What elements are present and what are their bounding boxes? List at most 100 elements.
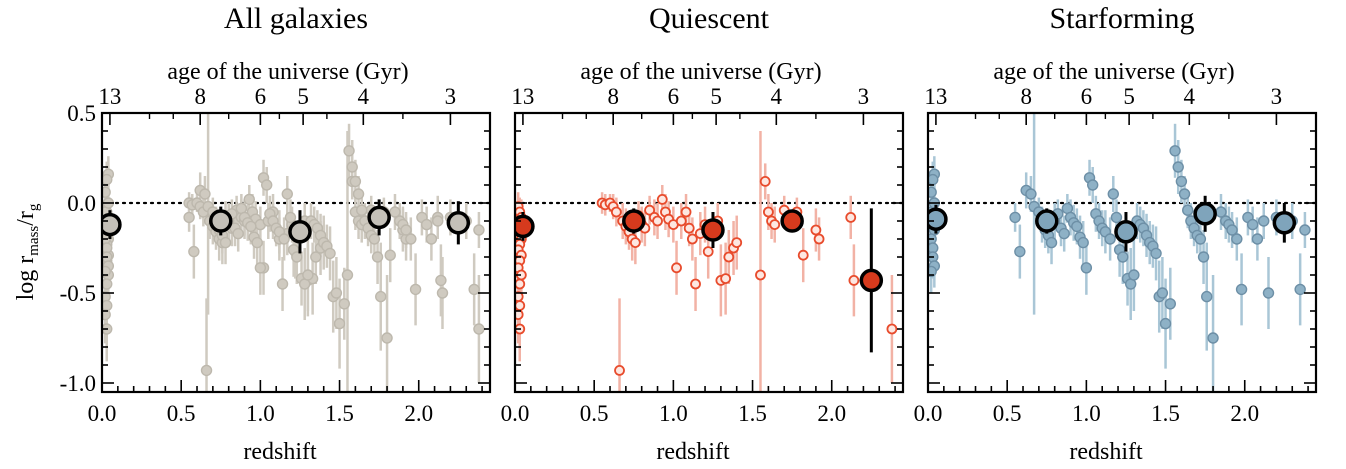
data-point <box>368 233 381 245</box>
data-point <box>1194 233 1207 245</box>
data-point <box>1169 145 1181 157</box>
top-tick-label: 8 <box>607 84 619 109</box>
panel-title: Starforming <box>1050 2 1195 35</box>
panel-2: Starforming age of the universe (Gyr) reds… <box>914 2 1318 465</box>
data-point <box>1087 179 1099 191</box>
top-tick-label: 4 <box>771 84 783 109</box>
top-axis-title: age of the universe (Gyr) <box>580 59 821 85</box>
data-point <box>515 309 524 320</box>
data-point <box>928 173 939 186</box>
data-point <box>473 323 485 335</box>
data-point <box>769 219 781 231</box>
data-point <box>1156 287 1169 299</box>
data-point <box>671 262 682 274</box>
data-point <box>1226 224 1238 236</box>
data-point <box>468 283 480 296</box>
data-point <box>302 269 314 281</box>
data-point <box>261 179 273 191</box>
data-point <box>183 211 195 224</box>
data-point <box>1159 317 1172 330</box>
x-tick-label: 1.0 <box>659 401 688 426</box>
x-tick-label: 0.5 <box>993 401 1022 426</box>
mean-point <box>367 205 391 230</box>
data-point <box>720 273 732 285</box>
data-point <box>420 218 433 231</box>
top-tick-label: 4 <box>358 84 370 109</box>
y-axis-label-part: log r <box>13 256 39 301</box>
mean-point <box>1035 209 1059 233</box>
top-tick-label: 6 <box>668 84 680 109</box>
top-axis-title: age of the universe (Gyr) <box>167 59 408 85</box>
data-point <box>405 233 417 245</box>
data-point <box>352 188 365 200</box>
data-point <box>232 227 244 240</box>
data-point <box>346 161 358 173</box>
y-tick-label: 0.0 <box>67 191 96 216</box>
x-tick-label: 0.0 <box>914 401 943 426</box>
data-point <box>1246 218 1259 231</box>
mean-point <box>701 218 725 242</box>
panel-frame <box>513 111 905 394</box>
panel-0: All galaxies age of the universe (Gyr) red… <box>60 2 492 465</box>
data-point <box>400 224 412 236</box>
data-point <box>515 278 526 290</box>
data-point <box>371 251 384 263</box>
x-tick-label: 0.5 <box>580 401 609 426</box>
top-tick-label: 4 <box>1184 84 1196 109</box>
data-point <box>629 237 641 249</box>
data-point <box>1071 220 1083 233</box>
data-point <box>330 287 343 299</box>
data-point <box>1164 298 1177 310</box>
data-point <box>1231 233 1243 245</box>
top-tick-label: 13 <box>924 84 947 109</box>
x-tick-label: 2.0 <box>404 401 433 426</box>
mean-point <box>1193 202 1217 226</box>
data-point <box>281 188 293 200</box>
data-point <box>102 173 113 186</box>
y-axis-label-subscript: mass <box>26 226 42 256</box>
data-point <box>1201 290 1213 303</box>
x-axis-title: redshift <box>1069 439 1143 465</box>
data-point <box>102 265 111 278</box>
data-point <box>1175 175 1188 188</box>
data-point <box>1077 236 1089 249</box>
y-axis-label: log rmass/rg <box>13 203 42 300</box>
data-point <box>425 233 438 245</box>
data-point <box>1058 227 1070 240</box>
data-point <box>614 364 625 376</box>
data-point <box>389 206 401 218</box>
plot-area <box>928 113 1316 392</box>
mean-point <box>209 209 233 233</box>
data-point <box>102 278 113 290</box>
data-point <box>384 249 396 261</box>
data-point <box>1128 269 1140 281</box>
data-point <box>813 233 825 245</box>
mean-point <box>446 211 471 235</box>
top-tick-label: 8 <box>1020 84 1032 109</box>
data-point <box>1294 283 1306 296</box>
data-point <box>759 175 771 187</box>
data-point <box>1172 161 1184 173</box>
data-point <box>1197 251 1210 263</box>
data-point <box>928 186 937 198</box>
top-tick-label: 3 <box>445 84 457 109</box>
data-point <box>375 290 387 303</box>
x-tick-label: 1.5 <box>325 401 354 426</box>
top-tick-label: 6 <box>255 84 267 109</box>
data-point <box>1107 188 1119 200</box>
data-point <box>610 206 622 218</box>
data-point <box>200 364 213 377</box>
data-point <box>409 283 422 296</box>
data-point <box>1235 283 1248 296</box>
panel-1: Quiescent age of the universe (Gyr) redshi… <box>501 2 905 465</box>
panel-frame <box>926 111 1318 394</box>
top-tick-label: 8 <box>194 84 206 109</box>
data-point <box>188 245 200 258</box>
data-point <box>436 287 449 299</box>
data-point <box>254 262 267 274</box>
data-point <box>656 193 668 205</box>
data-point <box>1009 211 1021 224</box>
data-point <box>473 224 485 236</box>
mean-point <box>780 209 804 233</box>
data-point <box>928 265 937 278</box>
